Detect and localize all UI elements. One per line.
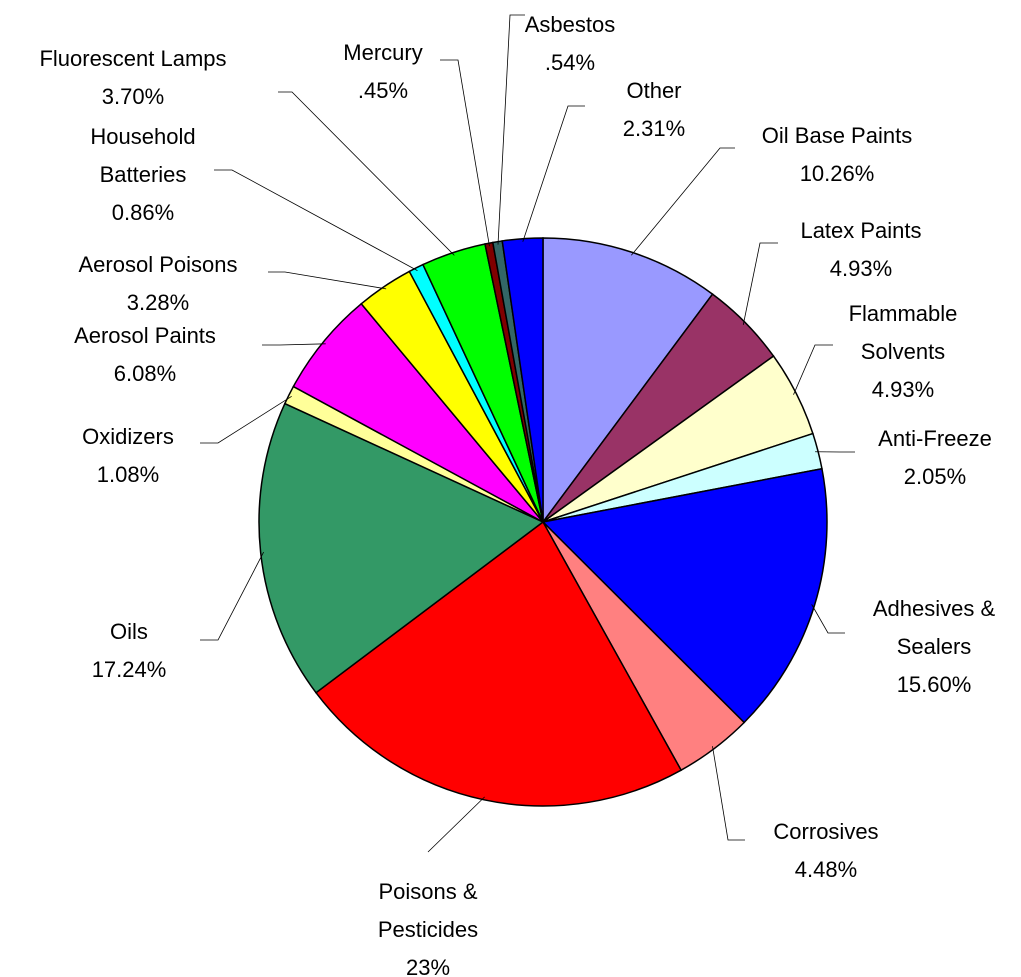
slice-label: Oil Base Paints [761, 123, 913, 148]
leader-line [631, 147, 735, 256]
slice-value-label: 23% [405, 955, 451, 977]
slice-label: Anti-Freeze [878, 426, 992, 451]
leader-line [522, 105, 585, 242]
slice-value-label: 3.28% [126, 290, 190, 315]
leader-line [268, 271, 387, 290]
slice-label: Other [626, 78, 682, 103]
slice-label: Aerosol Paints [74, 323, 216, 348]
leader-line [427, 796, 485, 853]
leader-line [497, 14, 525, 245]
slice-label: Aerosol Poisons [78, 252, 238, 277]
slice-label: Oxidizers [82, 424, 174, 449]
slice-value-label: 17.24% [91, 657, 167, 682]
pie-slice [541, 467, 828, 724]
slice-value-label: 4.93% [829, 256, 893, 281]
pie-slice [501, 237, 544, 523]
leader-line [200, 551, 264, 641]
slice-label: Flammable Solvents [848, 301, 958, 364]
slice-value-label: .54% [544, 50, 596, 75]
leader-line [262, 343, 326, 346]
slice-value-label: .45% [357, 78, 409, 103]
slice-value-label: 15.60% [896, 672, 972, 697]
leader-line [200, 395, 292, 444]
leader-line [278, 91, 455, 256]
pie-slice [258, 402, 545, 694]
slice-value-label: 3.70% [101, 84, 165, 109]
slice-label: Asbestos [524, 12, 616, 37]
slice-value-label: 2.31% [622, 116, 686, 141]
slice-value-label: 1.08% [96, 462, 160, 487]
slice-label: Latex Paints [800, 218, 922, 243]
slice-label: Household Batteries [90, 124, 196, 187]
slice-label: Corrosives [773, 819, 879, 844]
pie-slice [542, 237, 714, 525]
leader-line [742, 242, 778, 325]
leader-line [214, 169, 418, 271]
slice-label: Fluorescent Lamps [39, 46, 227, 71]
leader-line [712, 746, 745, 841]
leader-line [811, 604, 845, 634]
slice-label: Adhesives & Sealers [872, 596, 996, 659]
slice-label: Mercury [343, 40, 423, 65]
leader-line [793, 344, 833, 395]
slice-value-label: 10.26% [799, 161, 875, 186]
slice-value-label: 4.93% [871, 377, 935, 402]
slice-value-label: 2.05% [903, 464, 967, 489]
slice-value-label: 4.48% [794, 857, 858, 882]
pie-slice [314, 520, 683, 807]
slice-value-label: 0.86% [111, 200, 175, 225]
slice-label: Oils [110, 619, 148, 644]
leader-line [440, 59, 490, 247]
slice-value-label: 6.08% [113, 361, 177, 386]
slice-label: Poisons & Pesticides [377, 879, 479, 942]
